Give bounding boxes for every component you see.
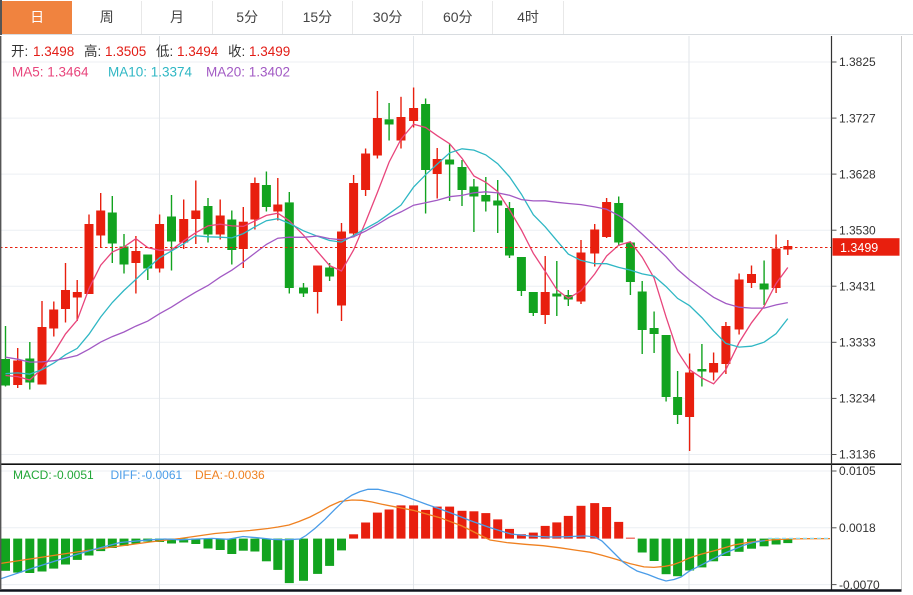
svg-text:MA20: 1.3402: MA20: 1.3402 <box>206 65 290 80</box>
svg-text:收:: 收: <box>228 44 245 59</box>
svg-text:高:: 高: <box>84 43 101 59</box>
svg-text:-0.0051: -0.0051 <box>53 468 94 482</box>
svg-text:1.3494: 1.3494 <box>177 44 219 59</box>
svg-text:DIFF:: DIFF: <box>111 468 141 482</box>
svg-text:1.3825: 1.3825 <box>839 55 876 69</box>
svg-text:DEA:: DEA: <box>195 468 223 482</box>
svg-text:1.3431: 1.3431 <box>839 279 876 293</box>
svg-text:MA10: 1.3374: MA10: 1.3374 <box>108 65 193 80</box>
svg-text:-0.0036: -0.0036 <box>224 468 265 482</box>
svg-text:1.3234: 1.3234 <box>839 392 876 406</box>
svg-text:-0.0061: -0.0061 <box>142 468 183 482</box>
svg-text:MA5: 1.3464: MA5: 1.3464 <box>12 65 89 80</box>
svg-text:1.3498: 1.3498 <box>33 44 74 59</box>
svg-text:0.0018: 0.0018 <box>839 521 876 535</box>
svg-text:1.3505: 1.3505 <box>105 44 146 59</box>
svg-text:1.3499: 1.3499 <box>249 44 290 59</box>
svg-text:-0.0070: -0.0070 <box>839 578 880 592</box>
svg-text:1.3499: 1.3499 <box>840 241 878 255</box>
svg-text:1.3530: 1.3530 <box>839 223 876 237</box>
svg-text:低:: 低: <box>156 44 173 59</box>
svg-text:0.0105: 0.0105 <box>839 464 876 478</box>
svg-text:开:: 开: <box>11 44 28 59</box>
svg-text:1.3727: 1.3727 <box>839 111 876 125</box>
svg-text:1.3136: 1.3136 <box>839 448 876 462</box>
svg-text:MACD:: MACD: <box>13 468 52 482</box>
svg-text:1.3628: 1.3628 <box>839 167 876 181</box>
svg-text:1.3333: 1.3333 <box>839 336 876 350</box>
